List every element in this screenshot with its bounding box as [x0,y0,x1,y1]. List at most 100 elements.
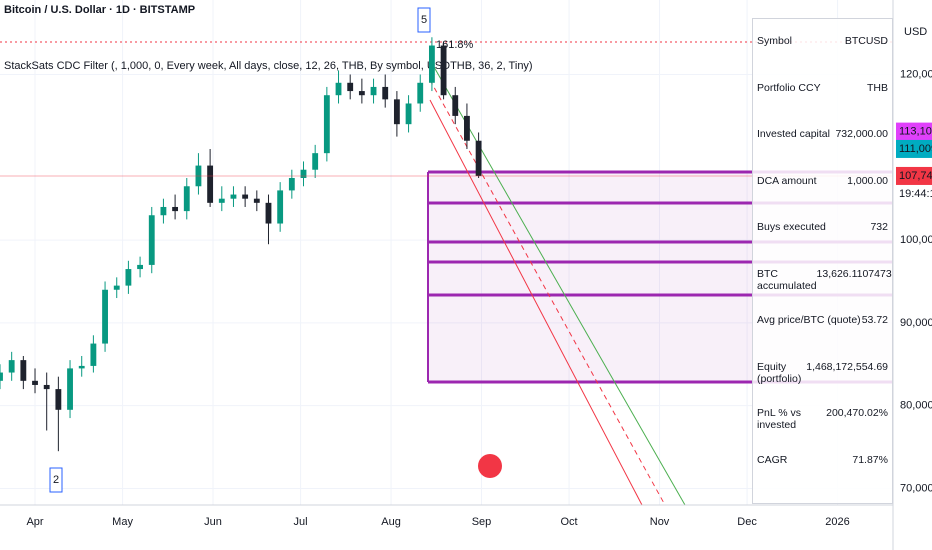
candle-body [137,264,143,270]
candle-body [417,82,424,104]
indicator-title: StackSats CDC Filter (, 1,000, 0, Every … [4,60,533,72]
stat-label: Invested capital [757,128,830,140]
price-tag [896,166,932,185]
candle-body [300,169,307,178]
symbol-title: Bitcoin / U.S. Dollar · 1D · BITSTAMP [4,4,195,16]
candle-body [335,82,342,96]
candle-body [67,368,73,410]
x-tick-label: Jun [204,516,222,528]
table-row: Portfolio CCY THB [757,82,888,94]
candle-body [393,99,400,125]
stat-value: THB [867,81,888,94]
stats-table: Symbol BTCUSD Portfolio CCY THB Invested cap… [752,18,893,504]
stat-label: PnL % vs invested [757,407,801,431]
event-icon [478,454,502,478]
candle-body [102,289,108,344]
candle-body [428,45,435,83]
candle-body [464,115,470,141]
candle-body [370,86,377,96]
marker: 5 [421,14,427,26]
price-tag-label: 113,103 [899,126,932,138]
table-row: Invested capital 732,000.00 [757,128,888,140]
x-tick-label: Jul [294,516,308,528]
candle-body [475,140,482,176]
candle-body [452,95,459,116]
table-row: Equity (portfolio) 1,468,172,554.69 [757,361,888,385]
candle-body [440,45,447,96]
y-tick-label: 80,000 [900,400,932,412]
candle-body [323,95,330,154]
candle-body [160,206,167,216]
x-tick-label: Oct [561,516,578,528]
stat-label: BTC accumulated [757,267,817,292]
candle-body [382,86,389,100]
stat-value: 732,000.00 [835,128,888,140]
y-tick-label: 70,000 [900,482,932,494]
candle-body [183,186,190,212]
stat-value: 71.87% [852,453,888,466]
table-row: DCA amount 1,000.00 [757,175,888,187]
stat-value: 1,468,172,554.69 [806,360,888,373]
candle-body [172,206,179,212]
trend-line [429,99,643,506]
candle-body [20,360,27,381]
candle-body [265,202,272,224]
stat-label: DCA amount [757,174,817,187]
trend-line [429,59,686,506]
candle-body [113,285,120,290]
x-tick-label: Dec [737,516,757,528]
y-tick-label: 90,000 [900,317,932,329]
stat-label: Symbol [757,35,793,47]
candle-body [312,153,319,170]
x-tick-label: Nov [650,516,670,528]
y-tick-label: 100,000 [900,234,932,246]
candle-body [32,380,38,385]
candle-body [230,194,237,199]
marker-box [417,7,431,33]
stat-label: Buys executed [757,221,826,233]
stat-value: 53.72 [861,314,888,326]
x-tick-label: Apr [26,516,43,528]
price-tag [896,139,932,158]
candle-body [288,177,295,191]
x-tick-label: Sep [472,516,492,528]
candle-body [195,165,202,187]
stat-label: Portfolio CCY [757,81,821,94]
x-tick-label: 2026 [825,516,849,528]
stat-value: 13,626.1107473 [816,267,892,280]
candle-body [277,190,284,224]
stat-label: Equity (portfolio) [757,360,802,385]
table-row: BTC accumulated 13,626.1107473 [757,267,892,292]
stat-value: 732 [870,221,888,233]
stat-value: BTCUSD [844,35,888,47]
candle-body [125,269,132,286]
candle-body [90,343,97,366]
candle-body [148,215,155,265]
stat-value: 1,000.00 [847,174,888,187]
candle-body [218,198,225,203]
marker: 2 [53,474,59,486]
candle-body [242,194,249,199]
currency: USD [904,26,927,38]
stat-value: 200,470.02% [826,407,888,419]
candle-body [43,384,50,390]
candle-body [8,360,15,373]
candle-body [253,198,260,203]
candle-body [207,165,214,203]
table-row: Buys executed 732 [757,221,888,233]
candle-body [55,389,62,410]
price-tag-label: 111,009 [899,143,932,155]
stat-label: Avg price/BTC (quote) [757,314,861,326]
y-tick-label: 120,000 [900,68,932,80]
candle-body [405,103,412,125]
stat-label: CAGR [757,453,788,466]
table-row: Avg price/BTC (quote) 53.72 [757,314,888,326]
candle-body [347,82,354,92]
timer: 19:44:19 [899,188,932,200]
x-tick-label: Aug [381,516,401,528]
price-tag-label: 107,747 [899,170,932,182]
candle-body [358,91,365,96]
table-row: PnL % vs invested 200,470.02% [757,407,888,431]
x-tick-label: May [112,516,133,528]
